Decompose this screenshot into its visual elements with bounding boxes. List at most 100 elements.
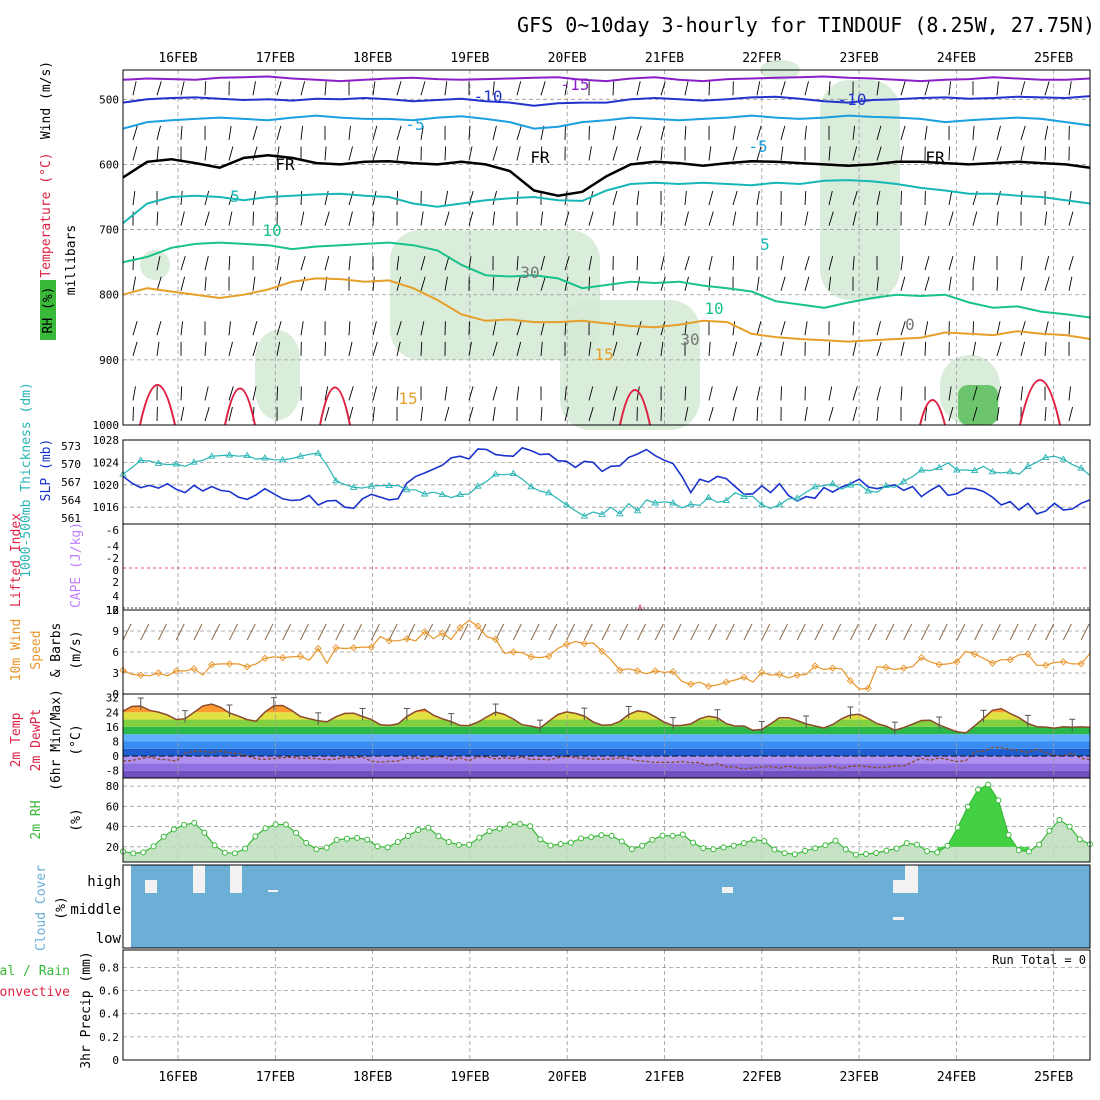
wind-speed-marker (261, 654, 269, 662)
wind-barb (708, 146, 712, 161)
wind-barb (972, 146, 977, 161)
thickness-marker (704, 493, 713, 501)
rh-ylabel-2: (%) (69, 808, 84, 831)
wind-barb (228, 321, 231, 336)
wind-barb (924, 276, 930, 291)
wind-speed-marker (491, 635, 500, 644)
rh-marker (547, 842, 554, 849)
surface-wind-barb (246, 623, 256, 641)
thickness-marker (1041, 453, 1050, 460)
wind-barb (852, 125, 856, 140)
wind-barb (348, 256, 351, 271)
rh-marker (323, 844, 330, 851)
cloud-clear-gap (268, 890, 278, 892)
surface-wind-barb (938, 623, 948, 641)
rh-marker (354, 834, 361, 841)
wind-barb (876, 341, 882, 356)
wind-barb (516, 276, 521, 291)
wind-barb (588, 211, 594, 226)
wind-barb (1044, 341, 1047, 356)
surface-wind-barb (175, 623, 185, 641)
wind-barb (180, 125, 183, 140)
wind-tick: 6 (112, 646, 119, 659)
rh-marker (282, 821, 289, 828)
lifted-tick: 6 (112, 604, 119, 617)
wind-tick: 9 (112, 625, 119, 638)
wind-barb (396, 341, 401, 356)
wind-barb (324, 256, 330, 271)
wind-speed-marker (456, 623, 464, 632)
rh-marker (1066, 823, 1073, 830)
wind-barb (708, 386, 713, 401)
wind-barb (300, 256, 306, 271)
cloud-clear-gap (722, 887, 733, 893)
thickness-marker (207, 452, 216, 459)
rh-marker (445, 838, 452, 845)
thickness-tick: 561 (61, 512, 81, 525)
wind-barb (132, 341, 138, 356)
rh-tick: 20 (106, 841, 119, 854)
wind-barb (1068, 211, 1074, 226)
wind-barb (876, 321, 881, 336)
rh-marker (506, 821, 513, 828)
wind-barb (372, 386, 378, 401)
x-tick-label-top: 17FEB (256, 51, 295, 66)
wind-barb (732, 341, 738, 356)
wind-speed-marker (846, 677, 855, 685)
surface-wind-barb (193, 623, 203, 641)
wind-barb (708, 276, 711, 291)
x-tick-label-bottom: 16FEB (158, 1070, 197, 1085)
wind-barb (1020, 276, 1025, 291)
wind-barb (180, 321, 184, 336)
wind-barb (468, 211, 474, 226)
wind-barb (396, 146, 401, 161)
wind-barb (780, 81, 786, 96)
x-tick-label-bottom: 20FEB (548, 1070, 587, 1085)
wind-barb (348, 146, 353, 161)
wind-barb (132, 125, 138, 141)
wind-barb (996, 341, 1002, 356)
wind-speed-marker (332, 644, 340, 652)
contour-label: 10 (704, 299, 723, 318)
wind-barb (396, 321, 402, 336)
temp-band (123, 741, 1090, 749)
wind-speed-marker (403, 635, 411, 643)
rh-marker (211, 842, 218, 849)
wind-speed-marker (279, 653, 287, 662)
wind-barb (468, 125, 471, 140)
wind-barb (804, 211, 809, 226)
precip-tick: 0.4 (99, 1008, 119, 1021)
wind-barb (804, 125, 807, 140)
wind-barb (852, 146, 858, 161)
rh-marker (771, 846, 778, 853)
rh-marker (791, 851, 798, 858)
wind-barb (876, 125, 882, 141)
thickness-marker (509, 469, 518, 477)
x-tick-label-bottom: 17FEB (256, 1070, 295, 1085)
wind-barb (660, 341, 664, 356)
wind-barb (780, 276, 786, 291)
wind-barb (804, 276, 810, 291)
temp-band (123, 756, 1090, 764)
wind-speed-marker (687, 680, 695, 688)
wind-barb (852, 406, 858, 422)
surface-wind-barb (530, 623, 540, 641)
thickness-marker (935, 463, 943, 471)
wind-barb (1020, 146, 1025, 161)
cloud-tick-middle: middle (70, 902, 121, 918)
thickness-marker (757, 500, 766, 508)
wind-barb (396, 386, 399, 401)
rh-marker (934, 849, 941, 856)
wind-barb (612, 190, 618, 206)
wind-barb (516, 125, 522, 141)
wind-ylabel-3: & Barbs (49, 623, 64, 678)
wind-barb (1020, 190, 1023, 206)
surface-wind-barb (1027, 623, 1037, 641)
thickness-marker (456, 490, 464, 498)
wind-barb (420, 406, 423, 422)
surface-wind-barb (583, 623, 593, 641)
wind-barb (708, 190, 714, 206)
rh-marker (740, 840, 747, 847)
thickness-marker (545, 488, 553, 496)
wind-ylabel-1: 10m Wind (9, 619, 24, 682)
